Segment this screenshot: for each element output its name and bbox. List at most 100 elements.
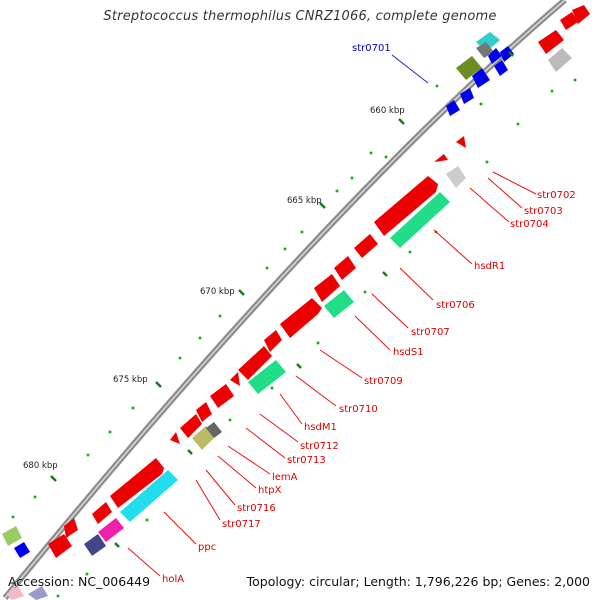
category-blocks — [2, 32, 572, 600]
tick-dot — [33, 495, 37, 499]
tick-mark — [187, 449, 193, 455]
scale-label: 675 kbp — [113, 375, 148, 385]
leader-line — [205, 469, 236, 506]
tick-dot — [108, 430, 112, 434]
gene-label-htpX[interactable]: htpX — [258, 485, 282, 496]
leader-line — [195, 479, 221, 521]
tick-mark — [238, 289, 245, 296]
tick-dot — [56, 594, 60, 598]
leader-line — [227, 445, 271, 475]
tick-dot — [145, 518, 149, 522]
map-title: Streptococcus thermophilus CNRZ1066, com… — [103, 9, 497, 24]
tick-dot — [85, 572, 89, 576]
gene-arrow — [560, 12, 578, 30]
leader-line — [319, 349, 363, 379]
leader-line — [163, 511, 197, 545]
tick-dot — [131, 406, 135, 410]
leader-line — [259, 413, 299, 443]
gene-arrow — [572, 5, 590, 24]
gene-arrow — [230, 372, 240, 386]
gene-label-hsdM1[interactable]: hsdM1 — [304, 422, 337, 433]
reverse-genes — [14, 46, 514, 558]
accession-text: Accession: NC_006449 — [8, 574, 151, 589]
gene-arrow-blue — [14, 542, 30, 558]
leader-line — [487, 177, 523, 209]
scale-labels: 660 kbp 665 kbp 670 kbp 675 kbp 680 kbp — [23, 106, 405, 471]
scale-dots — [11, 78, 577, 598]
gene-arrow-blue — [472, 68, 490, 88]
gene-block-mint — [324, 290, 354, 318]
gene-label-holA[interactable]: holA — [162, 574, 184, 585]
gene-label-str0701[interactable]: str0701 — [352, 43, 391, 54]
gene-label-str0703[interactable]: str0703 — [524, 206, 563, 217]
gene-label-lemA[interactable]: lemA — [272, 472, 298, 483]
tick-mark — [508, 51, 514, 57]
gene-label-str0712[interactable]: str0712 — [300, 441, 339, 452]
gene-label-ppc[interactable]: ppc — [198, 542, 216, 553]
tick-mark — [382, 271, 388, 277]
genome-backbone — [2, 0, 567, 600]
gene-arrow-blue — [494, 60, 508, 76]
gene-arrow — [196, 402, 212, 422]
gene-arrow-blue — [460, 88, 474, 104]
scale-label: 680 kbp — [23, 461, 58, 471]
leader-line — [399, 267, 434, 301]
gene-label-str0707[interactable]: str0707 — [411, 327, 450, 338]
tick-dot — [573, 78, 577, 82]
leader-line — [279, 393, 303, 425]
gene-label-str0704[interactable]: str0704 — [510, 219, 549, 230]
tick-dot — [479, 102, 483, 106]
tick-mark — [319, 202, 326, 209]
gene-block-pink — [6, 586, 24, 600]
gene-arrow — [238, 346, 272, 380]
gene-label-str0716[interactable]: str0716 — [237, 503, 276, 514]
gene-arrow — [280, 298, 322, 338]
gene-block-mint — [390, 192, 450, 248]
gene-label-str0713[interactable]: str0713 — [287, 455, 326, 466]
genome-backbone-highlight — [4, 0, 566, 599]
leader-line — [433, 229, 473, 265]
tick-dot — [516, 122, 520, 126]
tick-dot — [369, 151, 373, 155]
gene-block-magenta — [98, 518, 124, 542]
gene-arrow — [538, 30, 564, 54]
leader-line — [127, 547, 161, 577]
gene-label-str0709[interactable]: str0709 — [364, 376, 403, 387]
leader-line — [469, 187, 510, 223]
gene-label-str0706[interactable]: str0706 — [436, 300, 475, 311]
leader-line — [492, 171, 537, 195]
tick-dot — [550, 89, 554, 93]
gene-arrow — [180, 414, 202, 438]
leader-line — [371, 293, 409, 329]
tick-mark — [114, 542, 120, 548]
gene-arrow-blue — [446, 100, 460, 116]
gene-block-lightgreen — [2, 526, 22, 546]
tick-dot — [11, 515, 15, 519]
tick-dot — [350, 176, 354, 180]
gene-label-hsdS1[interactable]: hsdS1 — [393, 347, 424, 358]
gene-arrow — [110, 458, 164, 508]
tick-dot — [384, 155, 388, 159]
tick-dot — [178, 356, 182, 360]
gene-arrow-blue — [500, 46, 514, 62]
tick-dot — [86, 453, 90, 457]
gene-arrow — [314, 274, 340, 302]
gene-block-grey — [476, 42, 494, 58]
gene-arrow — [374, 176, 438, 236]
tick-mark — [155, 381, 162, 388]
forward-genes — [48, 5, 590, 558]
leader-line — [217, 455, 257, 489]
gene-label-str0702[interactable]: str0702 — [537, 190, 576, 201]
gene-label-str0717[interactable]: str0717 — [222, 519, 261, 530]
tick-dot — [485, 160, 489, 164]
leader-line — [245, 427, 286, 459]
scale-label: 660 kbp — [370, 106, 405, 116]
tick-mark — [296, 363, 302, 369]
tick-dot — [435, 84, 439, 88]
gene-arrow-blue — [488, 48, 502, 64]
gene-label-hsdR1[interactable]: hsdR1 — [474, 261, 505, 272]
tick-mark — [398, 118, 405, 125]
gene-label-str0710[interactable]: str0710 — [339, 404, 378, 415]
tick-dot — [335, 189, 339, 193]
